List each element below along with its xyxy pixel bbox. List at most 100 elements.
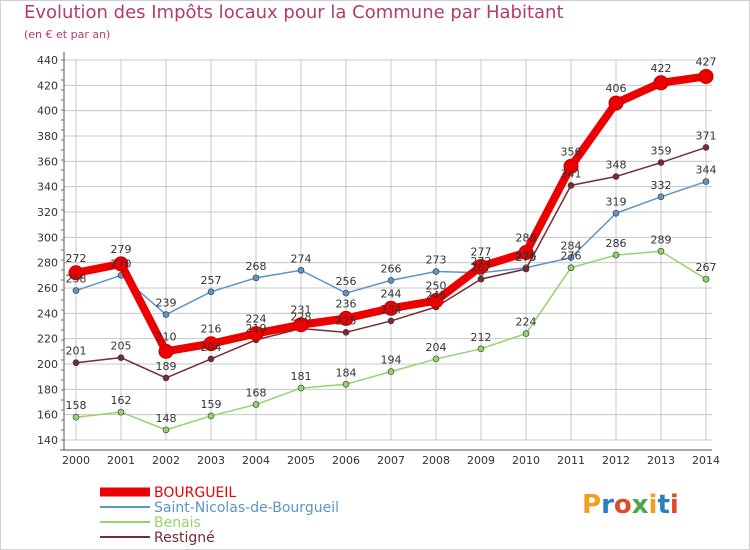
data-label: 216: [201, 323, 222, 336]
data-label: 234: [381, 303, 402, 316]
data-point: [608, 95, 624, 111]
chart-title: Evolution des Impôts locaux pour la Comm…: [24, 2, 564, 23]
axes: 140 160 180 200 220 240 260 280 300 320 340 360 380 4…: [37, 52, 720, 467]
data-point: [477, 345, 485, 353]
y-tick-label: 400: [37, 105, 58, 118]
x-tick-label: 2004: [242, 454, 270, 467]
data-label: 210: [156, 330, 177, 343]
data-label: 267: [696, 261, 717, 274]
data-point: [473, 258, 489, 274]
data-label: 181: [291, 370, 312, 383]
y-tick-label: 300: [37, 231, 58, 244]
data-point: [612, 251, 620, 259]
data-label: 162: [111, 394, 132, 407]
data-point: [338, 310, 354, 326]
data-point: [162, 426, 170, 434]
data-label: 359: [651, 145, 672, 158]
data-label: 236: [336, 297, 357, 310]
data-label: 189: [156, 360, 177, 373]
data-point: [207, 288, 215, 296]
legend-label: Benais: [154, 515, 201, 531]
data-label: 289: [651, 233, 672, 246]
data-point: [653, 75, 669, 91]
data-label: 427: [696, 55, 717, 68]
data-point: [518, 245, 534, 261]
x-tick-label: 2005: [287, 454, 315, 467]
data-label: 168: [246, 387, 267, 400]
y-tick-label: 220: [37, 333, 58, 346]
data-label: 268: [246, 260, 267, 273]
data-point: [72, 359, 80, 367]
data-point: [657, 159, 665, 166]
y-tick-label: 140: [37, 434, 58, 447]
data-point: [698, 68, 714, 84]
data-label: 228: [291, 311, 312, 324]
data-label: 319: [606, 195, 627, 208]
data-point: [293, 317, 309, 333]
legend-label: Restigné: [154, 530, 215, 546]
data-point: [657, 247, 665, 255]
y-tick-label: 160: [37, 409, 58, 422]
data-label: 231: [291, 304, 312, 317]
data-label: 270: [111, 257, 132, 270]
proxiti-logo: Proxiti: [580, 485, 700, 525]
data-label: 288: [516, 232, 537, 245]
x-tick-label: 2008: [422, 454, 450, 467]
data-point: [657, 193, 665, 201]
data-point: [612, 209, 620, 217]
y-tick-label: 420: [37, 79, 58, 92]
data-point: [297, 266, 305, 274]
data-label: 148: [156, 412, 177, 425]
x-tick-label: 2012: [602, 454, 630, 467]
data-point: [203, 336, 219, 352]
x-tick-label: 2011: [557, 454, 585, 467]
data-point: [207, 412, 215, 420]
data-label: 277: [471, 245, 492, 258]
data-label: 332: [651, 179, 672, 192]
data-label: 250: [426, 280, 447, 293]
chart-subtitle: (en € et par an): [24, 28, 111, 41]
data-point: [162, 374, 170, 382]
data-point: [252, 274, 260, 282]
data-label: 276: [561, 250, 582, 263]
data-label: 158: [66, 399, 87, 412]
data-point: [522, 265, 530, 273]
data-label: 225: [336, 314, 357, 327]
legend: BOURGUEILSaint-Nicolas-de-BourgueilBenai…: [100, 485, 339, 546]
data-label: 406: [606, 82, 627, 95]
data-point: [567, 264, 575, 272]
data-point: [567, 182, 575, 189]
legend-label: BOURGUEIL: [154, 485, 236, 501]
data-point: [342, 380, 350, 388]
data-point: [702, 178, 710, 185]
data-label: 212: [471, 331, 492, 344]
data-label: 267: [471, 261, 492, 274]
series-group: [68, 68, 714, 434]
data-point: [522, 330, 530, 337]
x-tick-label: 2002: [152, 454, 180, 467]
data-label: 245: [426, 289, 447, 302]
data-label: 194: [381, 354, 402, 367]
data-point: [387, 368, 395, 375]
data-label: 201: [66, 345, 87, 358]
data-label: 275: [516, 251, 537, 264]
data-label: 219: [246, 322, 267, 335]
y-tick-label: 440: [37, 54, 58, 67]
data-label: 356: [561, 145, 582, 158]
data-point: [252, 401, 260, 408]
data-label: 224: [516, 316, 537, 329]
data-label: 274: [291, 252, 312, 265]
data-label: 422: [651, 62, 672, 75]
data-point: [297, 384, 305, 392]
y-tick-label: 380: [37, 130, 58, 143]
data-label: 257: [201, 274, 222, 287]
y-tick-label: 180: [37, 383, 58, 396]
data-label: 205: [111, 340, 132, 353]
x-tick-label: 2007: [377, 454, 405, 467]
y-tick-label: 340: [37, 181, 58, 194]
x-tick-label: 2013: [647, 454, 675, 467]
data-point: [387, 277, 395, 284]
data-point: [612, 173, 620, 180]
x-tick-label: 2010: [512, 454, 540, 467]
